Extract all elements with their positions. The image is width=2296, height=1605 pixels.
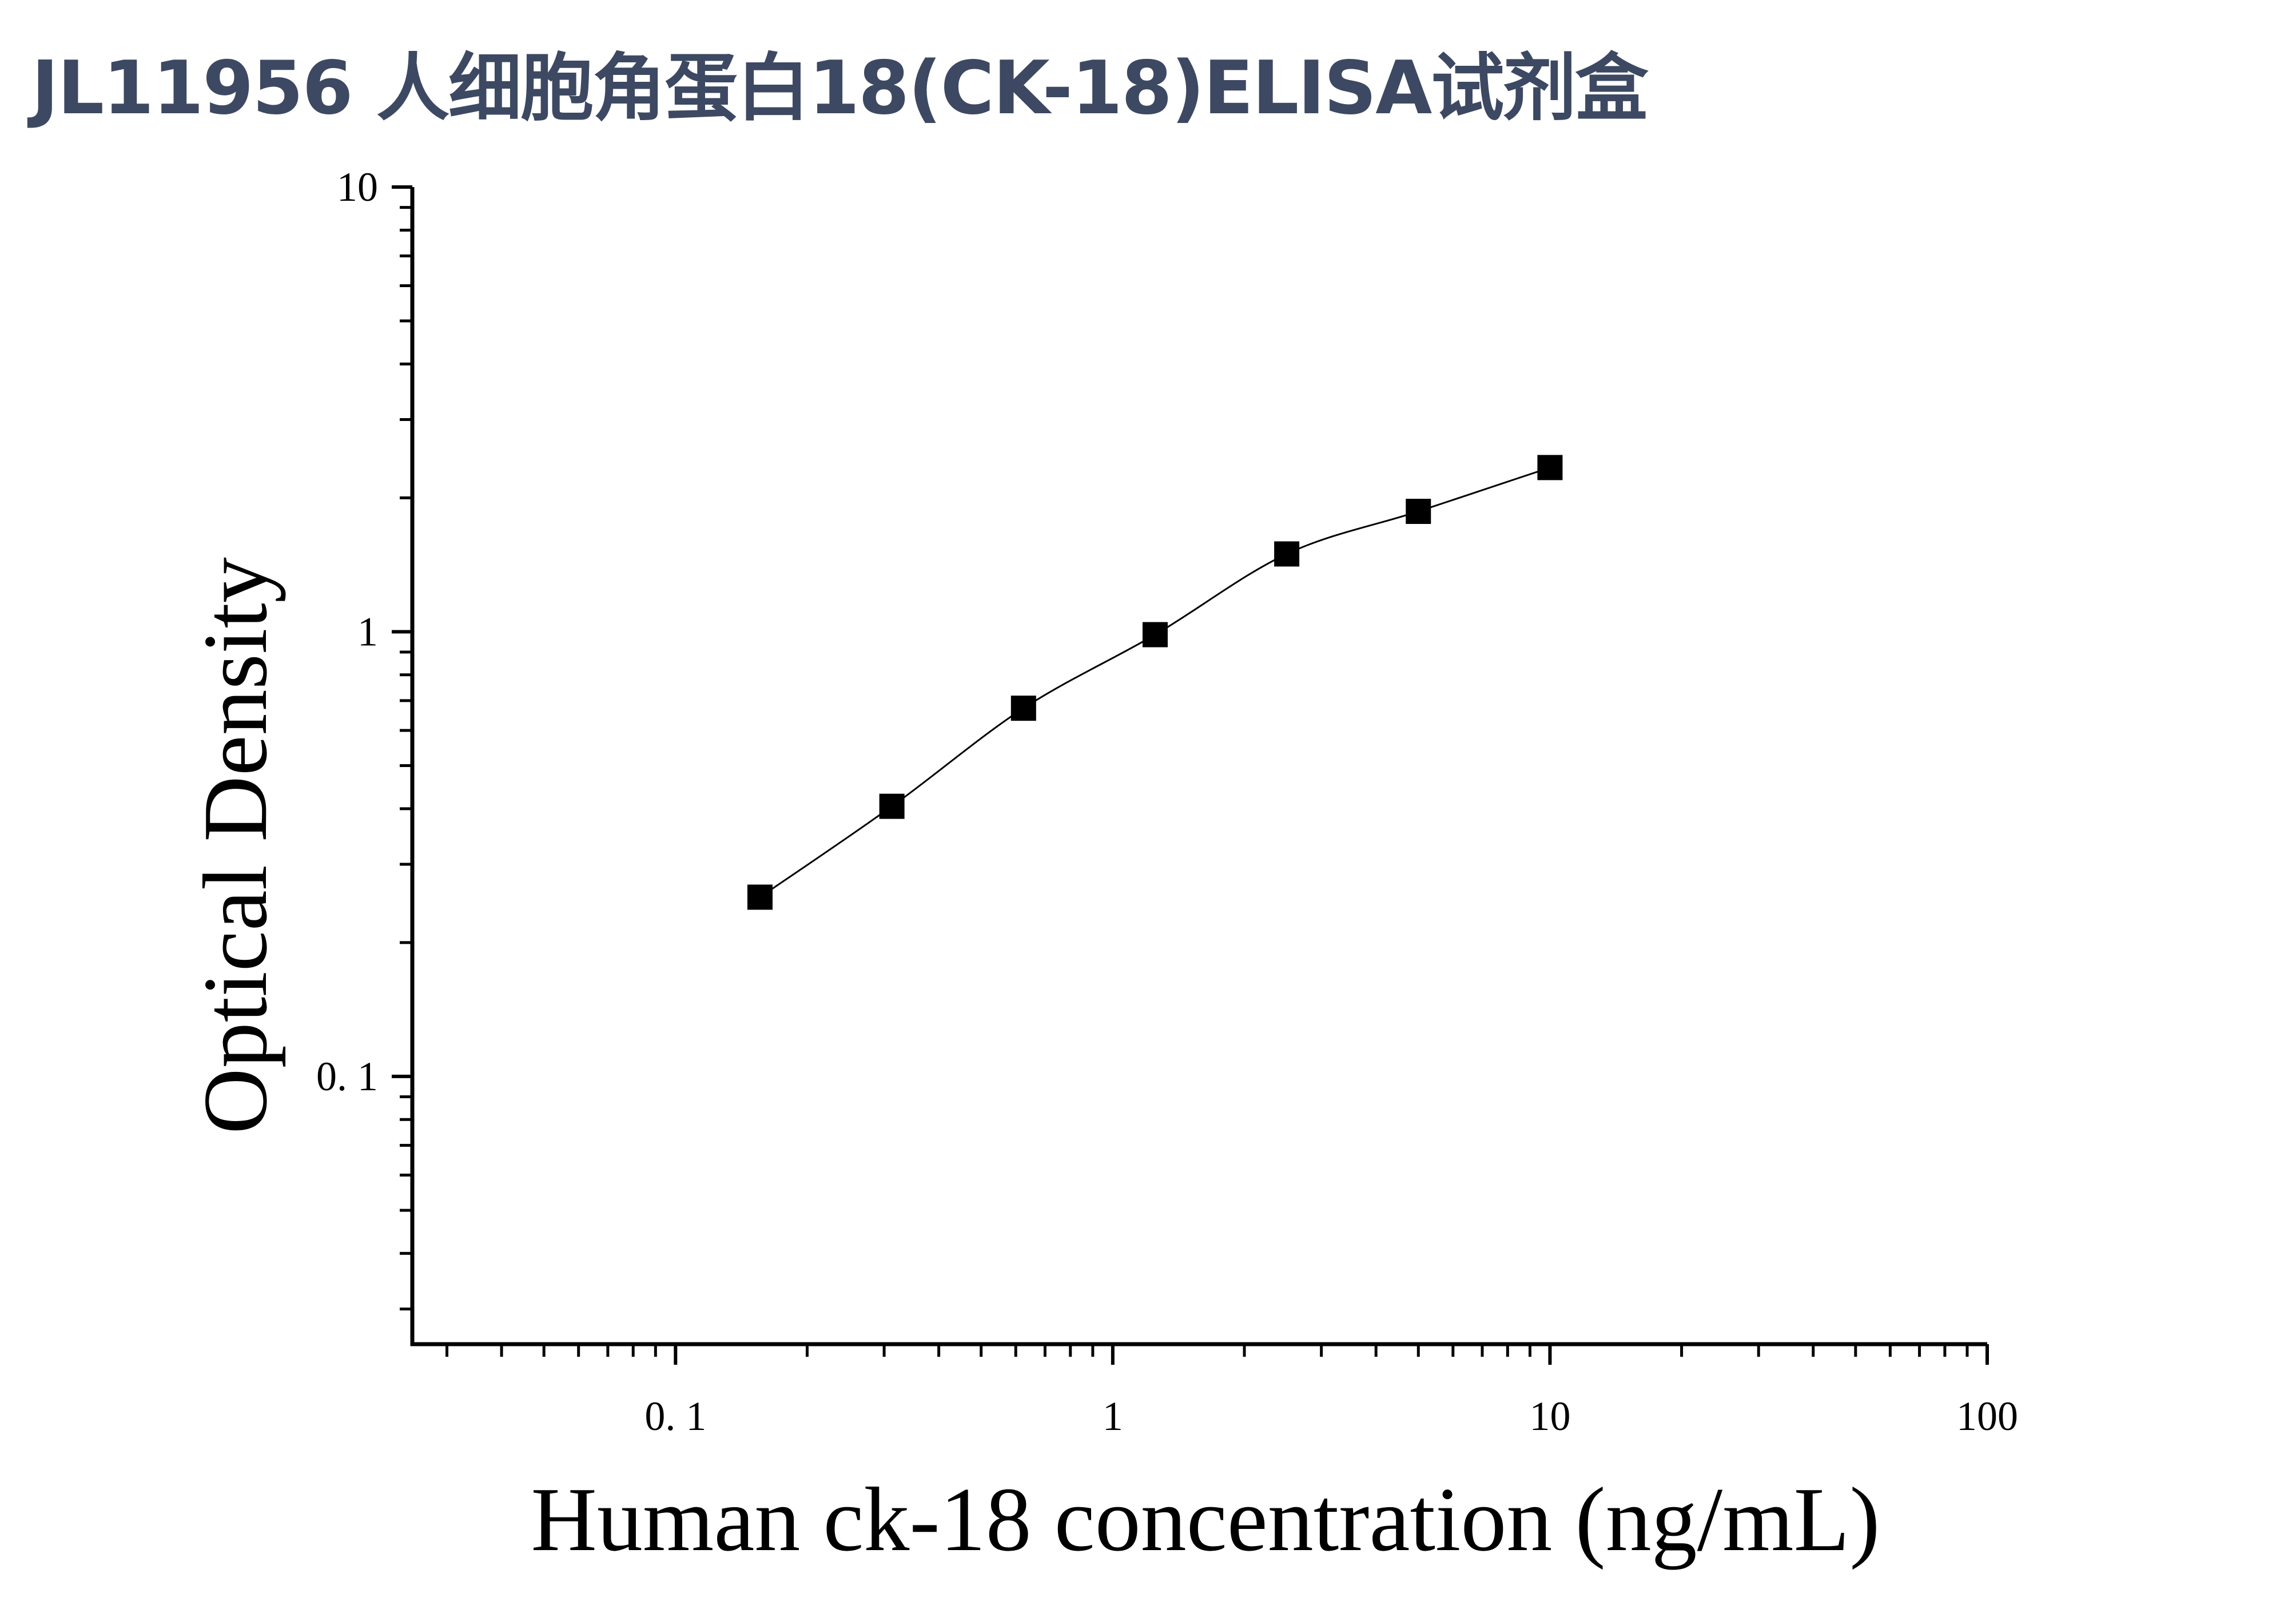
data-point xyxy=(879,793,905,819)
ticks: 0. 1 1 10 100 0. 1 1 10 xyxy=(316,164,2018,1439)
data-point xyxy=(1010,696,1036,721)
data-point xyxy=(1406,499,1431,525)
data-points xyxy=(747,455,1563,910)
x-tick-label: 10 xyxy=(1529,1393,1570,1439)
x-tick-label: 0. 1 xyxy=(644,1393,706,1439)
y-tick-label: 1 xyxy=(357,609,378,654)
y-tick-label: 0. 1 xyxy=(316,1054,378,1099)
data-point xyxy=(1274,541,1300,567)
data-point xyxy=(747,884,773,910)
axes xyxy=(410,187,1987,1346)
chart-title: JL11956 人细胞角蛋白18(CK-18)ELISA试剂盒 xyxy=(31,46,1648,131)
x-tick-label: 100 xyxy=(1956,1393,2018,1439)
y-tick-label: 10 xyxy=(337,164,378,210)
fit-curve xyxy=(759,466,1550,898)
x-tick-label: 1 xyxy=(1103,1393,1123,1439)
data-point xyxy=(1142,622,1168,647)
y-axis-label: Optical Density xyxy=(184,557,286,1134)
data-point xyxy=(1537,455,1563,480)
x-axis-label: Human ck-18 concentration (ng/mL) xyxy=(531,1468,1880,1570)
